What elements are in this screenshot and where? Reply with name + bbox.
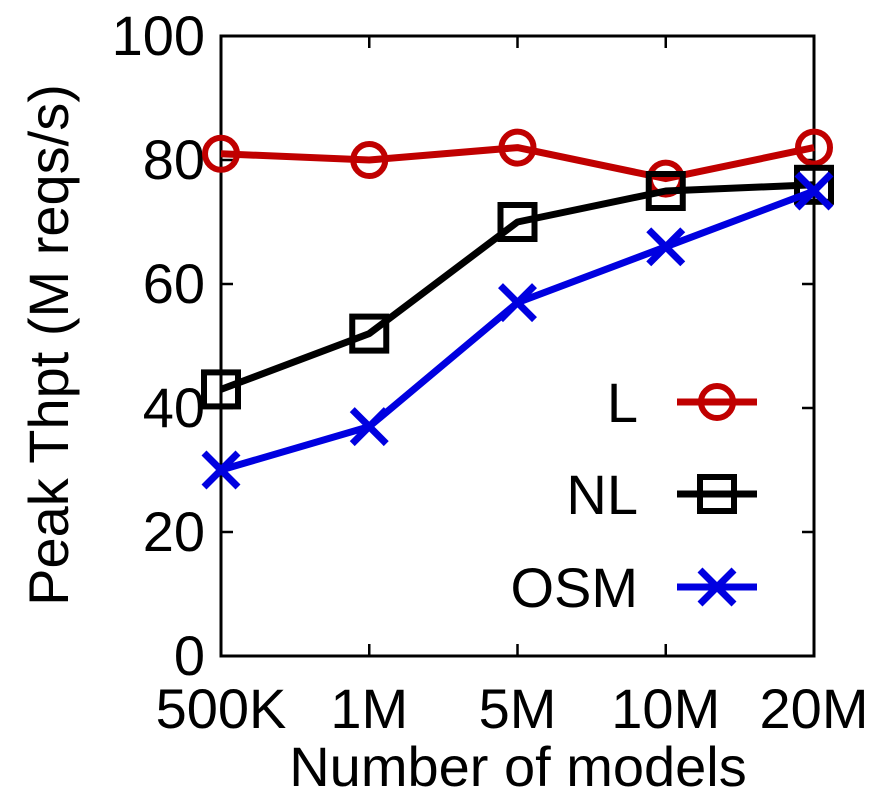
series-line-l <box>220 144 815 183</box>
y-tick-label: 0 <box>174 624 205 687</box>
data-point-l <box>350 141 389 179</box>
series-line-nl <box>219 181 815 393</box>
legend-marker-osm <box>697 567 737 607</box>
marker-stroke <box>794 171 834 211</box>
data-point-nl <box>794 164 834 205</box>
legend-label-l: L <box>607 371 638 434</box>
data-point-osm <box>201 450 241 490</box>
legend-label-nl: NL <box>566 463 638 526</box>
y-axis-label: Peak Thpt (M reqs/s) <box>17 84 80 606</box>
data-point-osm <box>349 407 389 447</box>
data-point-nl <box>497 202 538 242</box>
series-line-osm <box>220 187 816 474</box>
x-tick-label: 1M <box>330 677 408 740</box>
y-tick-label: 100 <box>112 4 205 67</box>
series-nl <box>201 164 834 410</box>
x-tick-label: 500K <box>156 677 287 740</box>
y-axis: 0 20 40 60 80 100 <box>112 4 814 687</box>
marker-stroke <box>697 567 737 607</box>
y-tick-label: 20 <box>143 500 205 563</box>
legend: L NL OSM <box>510 371 757 619</box>
marker-stroke <box>498 283 537 323</box>
data-point-osm <box>646 227 686 267</box>
data-point-osm <box>794 171 834 211</box>
data-point-l <box>498 128 537 167</box>
legend-marker-nl <box>697 474 737 514</box>
x-tick-label: 20M <box>760 677 869 740</box>
marker-stroke <box>646 227 686 267</box>
x-axis-label: Number of models <box>289 735 747 798</box>
data-point-l <box>795 128 833 167</box>
x-axis: 500K 1M 5M 10M 20M <box>156 36 869 740</box>
data-point-nl <box>645 171 686 211</box>
legend-marker-l <box>698 383 736 421</box>
x-tick-label: 5M <box>479 677 557 740</box>
series-layer <box>201 128 834 490</box>
y-tick-label: 40 <box>143 376 205 439</box>
y-tick-label: 60 <box>143 252 205 315</box>
x-tick-label: 10M <box>611 677 720 740</box>
marker-stroke <box>349 407 389 447</box>
data-point-nl <box>349 313 390 354</box>
legend-label-osm: OSM <box>510 556 638 619</box>
data-point-nl <box>201 369 241 410</box>
data-point-l <box>202 134 240 173</box>
data-point-osm <box>498 283 537 323</box>
series-osm <box>201 171 834 490</box>
marker-stroke <box>201 450 241 490</box>
y-tick-label: 80 <box>143 128 205 191</box>
